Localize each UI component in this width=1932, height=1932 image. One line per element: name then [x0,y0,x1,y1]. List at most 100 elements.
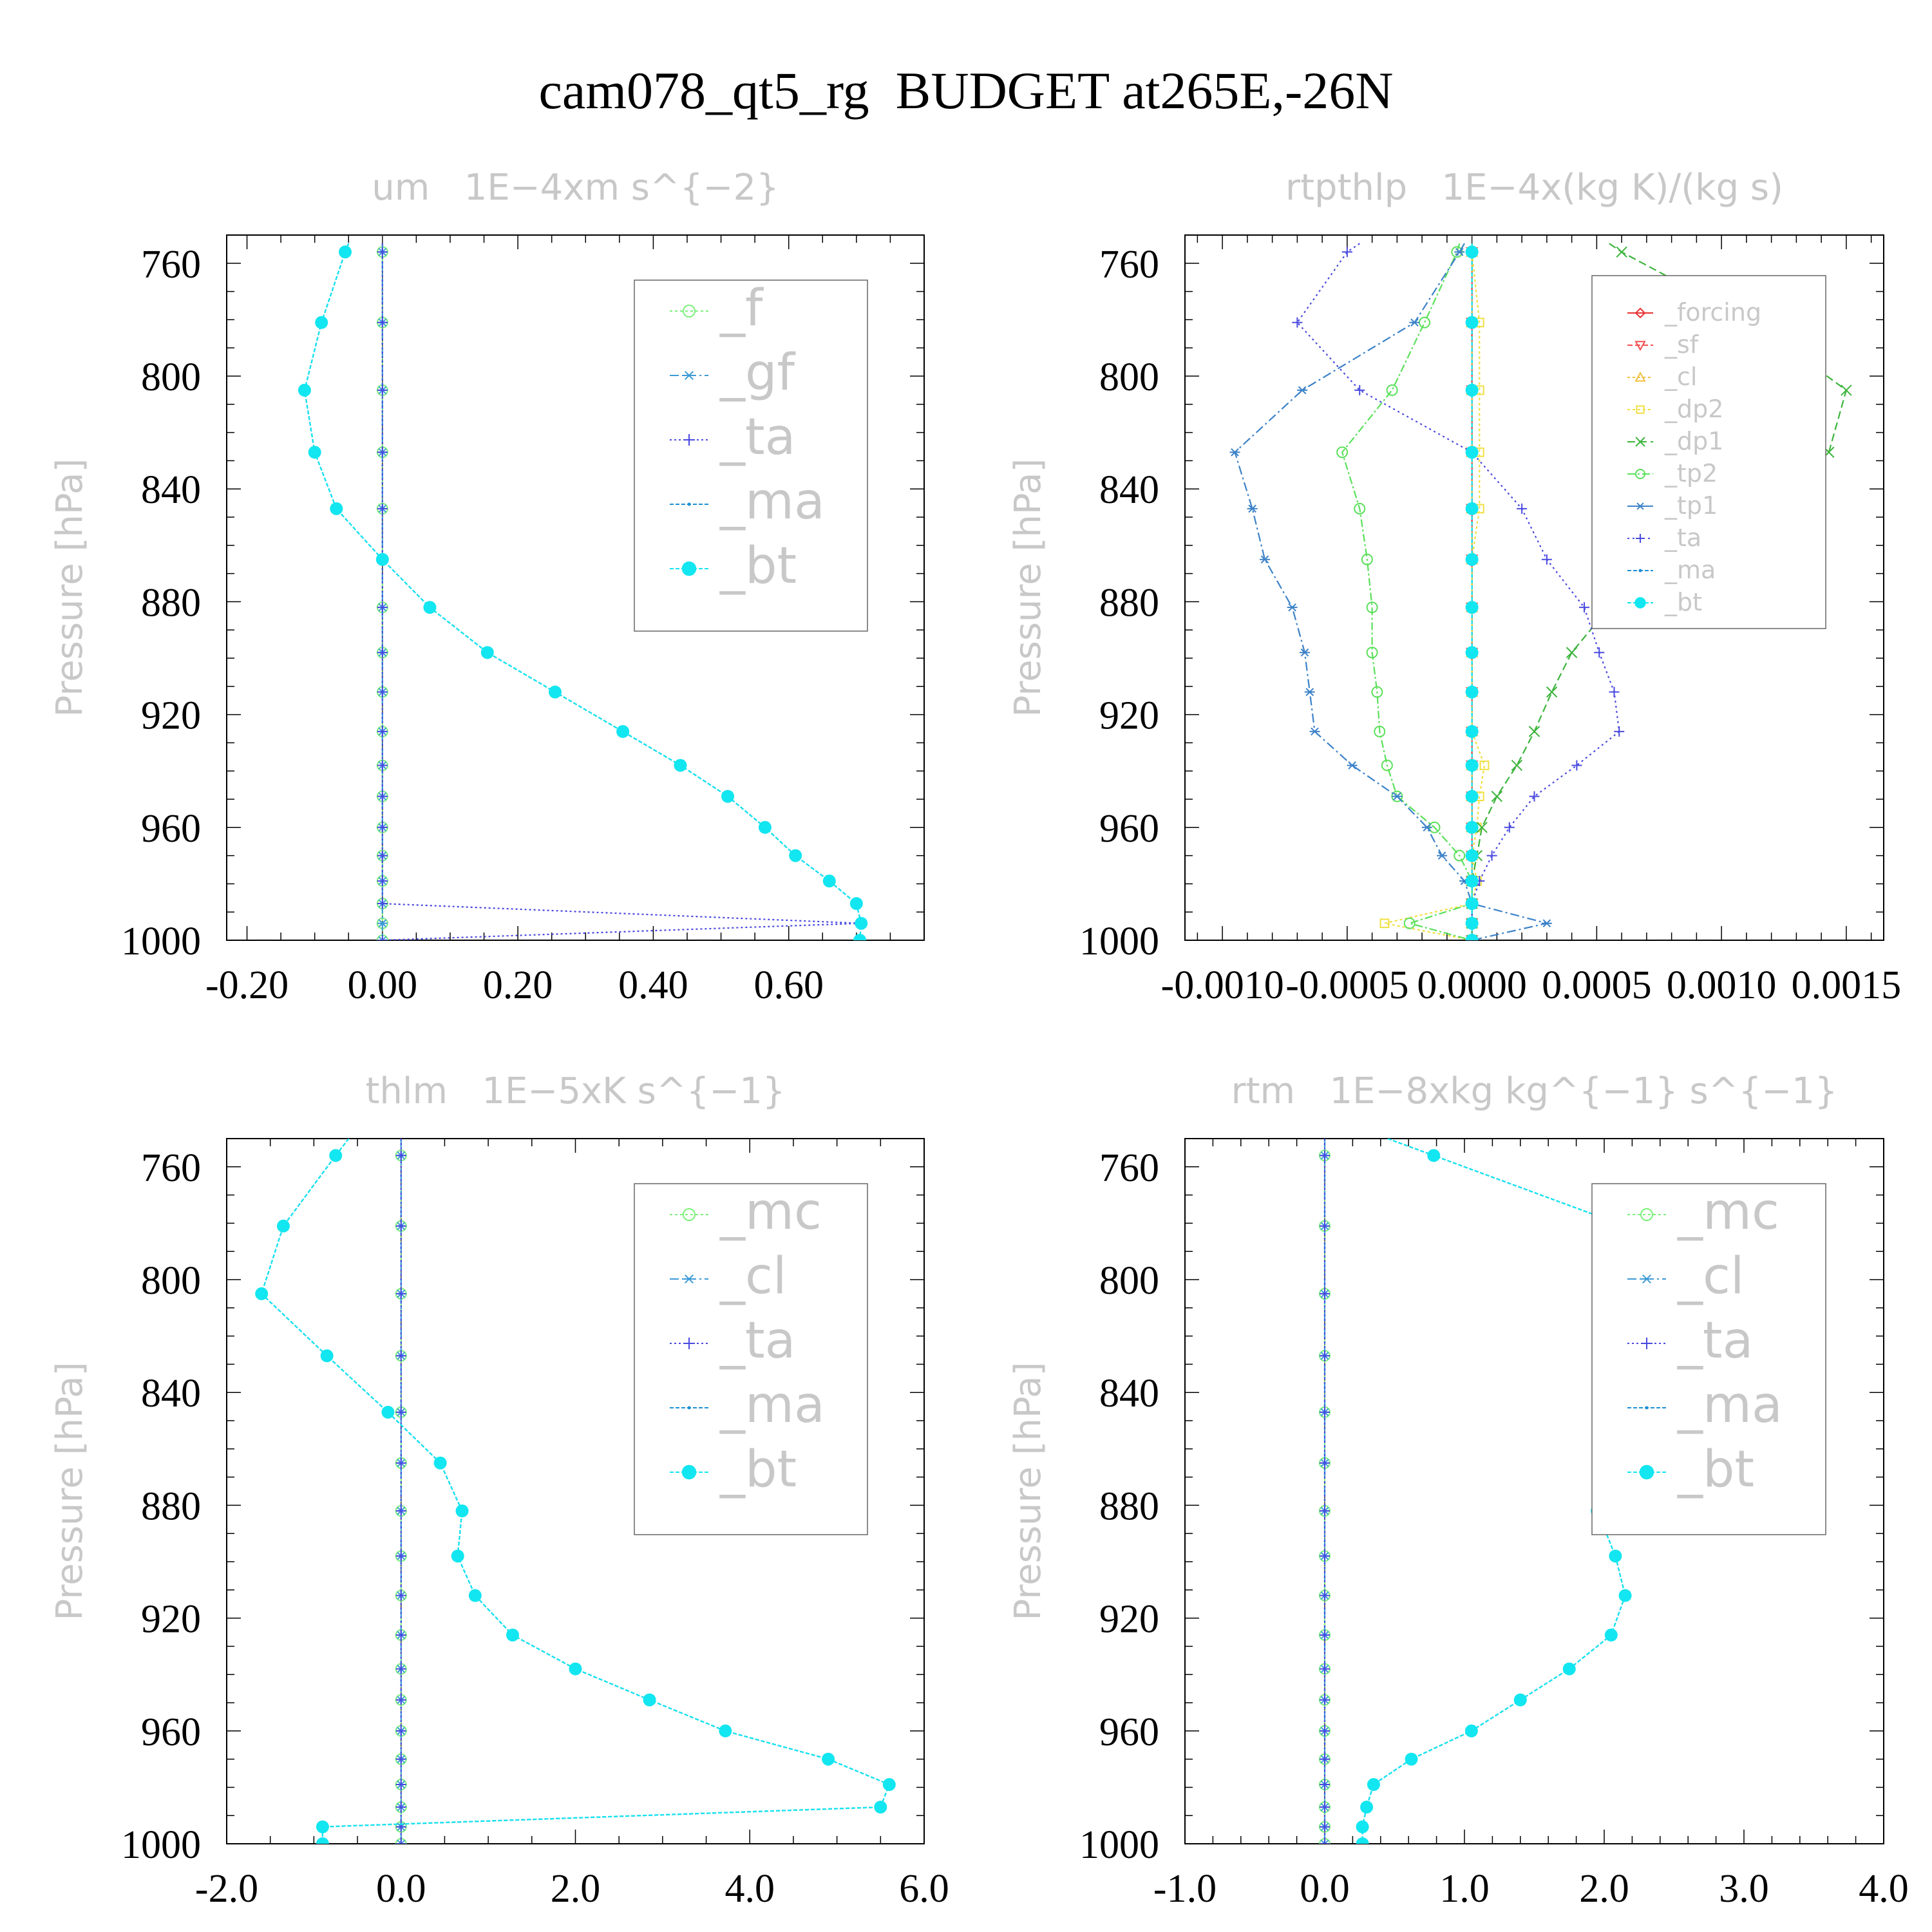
data-point [395,1220,406,1231]
data-point [377,687,388,697]
legend-entry: _f [719,279,764,337]
data-point [1528,726,1540,737]
y-tick-label: 800 [141,355,201,399]
y-tick-label: 840 [141,1372,201,1416]
y-tick-label: 880 [1099,1484,1159,1528]
data-point [1336,446,1349,459]
legend-entry: _sf [1664,330,1700,359]
data-point [1562,1662,1576,1676]
data-point [822,875,836,888]
y-axis-label: Pressure [hPa] [49,1362,91,1621]
data-point [395,1779,406,1790]
x-tick-label: 2.0 [1579,1867,1629,1911]
data-point [1616,246,1627,258]
legend-marker [1634,307,1646,319]
data-point [1504,822,1515,833]
legend-entry: _cl [719,1247,787,1305]
legend-entry: _bt [1677,1441,1754,1499]
data-point [1371,686,1383,698]
data-point [1320,1802,1330,1813]
data-point [1403,917,1416,929]
data-point [1320,1220,1330,1231]
data-point [1427,1149,1441,1162]
data-point [1465,245,1479,259]
data-point [1541,554,1552,565]
legend-marker [681,1464,697,1480]
data-point [1491,790,1503,802]
data-point [1320,1506,1330,1517]
data-point [308,446,321,459]
data-point [395,1590,406,1601]
legend-entry: _mc [1677,1183,1779,1241]
data-point [423,601,437,614]
y-tick-label: 920 [141,694,201,738]
data-point [377,647,388,658]
data-point [1614,726,1625,737]
legend-marker [1634,371,1646,382]
x-tick-label: -2.0 [195,1867,258,1911]
data-point [377,935,388,940]
x-tick-label: 0.40 [618,963,688,1007]
data-point [1454,247,1465,256]
data-point [255,1287,269,1300]
data-point [1421,823,1432,832]
series [1320,1139,1330,1844]
data-point [395,1839,406,1844]
data-point [1465,502,1479,515]
y-tick-label: 800 [1099,1259,1159,1303]
data-point [395,1629,406,1640]
plot-frame [1184,234,1884,941]
legend-marker [683,1274,695,1284]
legend-marker [1636,502,1645,510]
data-point [480,646,494,659]
data-point [468,1589,482,1602]
y-tick-label: 960 [141,807,201,851]
data-point [395,1839,406,1844]
legend-entry: _ta [719,1312,795,1370]
data-point [395,1694,406,1705]
data-point [1320,1288,1330,1299]
x-tick-label: 3.0 [1719,1867,1769,1911]
legend-marker [1641,1274,1653,1284]
data-point [789,849,802,862]
data-point [1465,685,1479,699]
x-tick-label: 0.0010 [1667,963,1777,1007]
data-point [1229,448,1240,457]
legend-marker [683,1208,696,1221]
legend-entry: _tp1 [1664,491,1718,520]
data-point [1465,820,1479,834]
y-tick-label: 840 [141,468,201,512]
y-axis-label: Pressure [hPa] [1007,1362,1049,1621]
data-point [377,447,388,458]
y-tick-label: 960 [1099,1710,1159,1754]
data-point [395,1725,406,1736]
data-point [1476,822,1488,833]
data-point [395,1663,406,1674]
series [255,1139,896,1844]
data-point [377,936,388,940]
legend-marker [1634,597,1646,609]
y-tick-label: 760 [1099,1146,1159,1190]
legend: _mc _cl _ta _ma _bt [1591,1183,1826,1535]
series-line [1341,243,1473,940]
y-tick-label: 920 [1099,694,1159,738]
data-point [320,1349,334,1363]
data-point [1309,727,1320,736]
series [395,1139,406,1844]
data-point [1409,318,1420,327]
chart-panel: thlm 1E−5xK s^{−1} Pressure [hPa] 760 800 84… [49,1070,949,1911]
series [298,243,868,940]
legend-marker [1636,405,1645,414]
x-tick-label: -0.0005 [1285,963,1408,1007]
data-point [548,685,562,699]
data-point [433,1456,447,1470]
data-point [1361,553,1373,565]
data-point [1479,761,1490,770]
data-point [315,316,328,329]
data-point [1465,553,1479,566]
legend-entry: _cl [1664,363,1697,391]
data-point [1320,1457,1330,1468]
data-point [1320,1839,1330,1844]
data-point [1464,1724,1478,1738]
y-tick-label: 920 [1099,1598,1159,1642]
